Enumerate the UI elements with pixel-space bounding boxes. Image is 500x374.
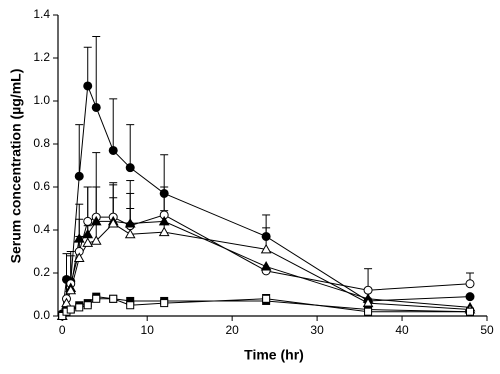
x-tick-label: 40 (395, 323, 409, 337)
point (108, 145, 118, 155)
y-tick-label: 1.0 (33, 93, 50, 107)
point (124, 218, 136, 228)
y-axis-label: Serum concentration (µg/mL) (8, 69, 24, 264)
x-tick-label: 50 (480, 323, 494, 337)
point (90, 235, 102, 245)
x-tick-label: 0 (59, 323, 66, 337)
point (65, 284, 77, 295)
series-line (61, 85, 471, 314)
point (465, 279, 475, 289)
x-tick-label: 30 (310, 323, 324, 337)
x-tick-label: 10 (141, 323, 155, 337)
point (61, 297, 72, 308)
point (107, 218, 119, 228)
y-tick-label: 1.4 (33, 7, 50, 21)
point (262, 294, 271, 303)
y-tick-label: 0.0 (33, 308, 50, 322)
point (83, 81, 93, 91)
point (75, 303, 84, 312)
point (160, 299, 169, 308)
point (124, 228, 136, 239)
point (465, 292, 475, 302)
point (58, 312, 67, 320)
point (466, 307, 475, 316)
y-tick-label: 0.6 (33, 179, 50, 193)
point (158, 226, 170, 237)
point (73, 233, 85, 243)
point (158, 215, 170, 226)
y-tick-label: 0.8 (33, 136, 50, 150)
point (260, 243, 272, 254)
point (159, 188, 169, 198)
point (109, 294, 118, 303)
point (260, 261, 272, 271)
y-tick-label: 1.2 (33, 50, 50, 64)
point (126, 301, 135, 310)
point (261, 231, 271, 241)
point (73, 252, 85, 262)
point (91, 102, 101, 112)
point (125, 163, 135, 173)
point (92, 294, 101, 303)
point (363, 285, 373, 295)
x-axis-label: Time (hr) (244, 347, 304, 363)
y-tick-label: 0.4 (33, 222, 50, 236)
x-tick-label: 20 (225, 323, 239, 337)
point (82, 237, 94, 247)
point (364, 307, 373, 316)
y-tick-label: 0.2 (33, 265, 50, 279)
point (74, 171, 84, 181)
point (83, 216, 93, 226)
point (83, 301, 92, 310)
point (66, 305, 75, 314)
point (90, 215, 102, 226)
